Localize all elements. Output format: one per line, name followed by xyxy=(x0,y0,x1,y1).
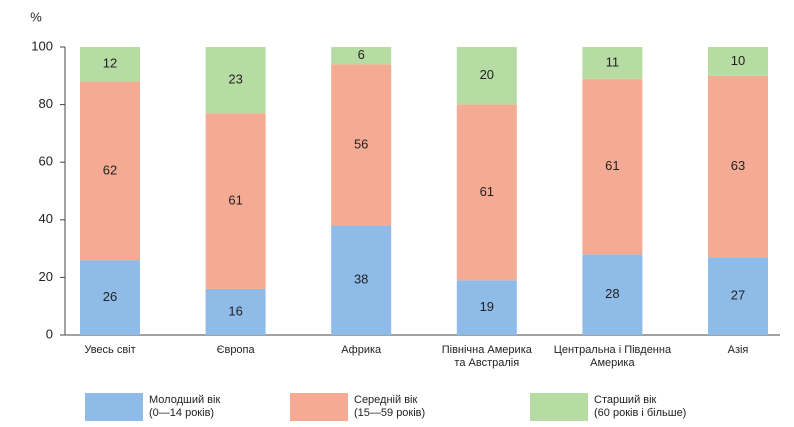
x-tick-label: Азія xyxy=(727,344,749,356)
data-label: 6 xyxy=(358,47,365,62)
bar-segment xyxy=(331,225,392,335)
data-label: 62 xyxy=(103,162,117,177)
data-label: 56 xyxy=(354,136,368,151)
bar-segment xyxy=(80,260,140,335)
bar-segment xyxy=(456,104,517,281)
bar-segment xyxy=(205,288,266,335)
bar-segment xyxy=(205,47,266,114)
legend-label: Середній вік (15—59 років) xyxy=(354,394,426,419)
data-label: 27 xyxy=(731,288,745,303)
x-tick-label: Африка xyxy=(341,344,382,356)
bar-segment xyxy=(205,113,266,289)
data-label: 16 xyxy=(228,303,242,318)
y-axis-label: % xyxy=(30,9,42,24)
bar-segment xyxy=(708,75,768,258)
data-label: 19 xyxy=(480,299,494,314)
data-label: 28 xyxy=(605,286,619,301)
legend-swatch xyxy=(530,393,588,421)
data-label: 61 xyxy=(480,184,494,199)
y-tick-label: 20 xyxy=(39,269,53,284)
legend-label: Молодший вік (0—14 років) xyxy=(149,394,221,419)
bar-segment xyxy=(331,47,392,65)
legend-label: Старший вік (60 років і більше) xyxy=(594,394,687,419)
data-label: 38 xyxy=(354,272,368,287)
y-tick-label: 100 xyxy=(31,38,53,53)
y-tick-label: 60 xyxy=(39,154,53,169)
y-tick-label: 80 xyxy=(39,96,53,111)
data-label: 12 xyxy=(103,56,117,71)
data-label: 61 xyxy=(228,193,242,208)
x-tick-label: Європа xyxy=(216,344,255,356)
data-label: 11 xyxy=(606,54,620,69)
data-label: 23 xyxy=(228,72,242,87)
x-tick-label: Центральна і Південна Америка xyxy=(553,344,672,369)
data-label: 10 xyxy=(731,53,745,68)
bar-segment xyxy=(582,254,643,335)
y-tick-label: 40 xyxy=(39,211,53,226)
data-label: 61 xyxy=(605,158,619,173)
data-label: 26 xyxy=(103,289,117,304)
bar-segment xyxy=(80,81,140,261)
x-tick-label: Північна Америка та Австралія xyxy=(441,344,532,369)
bar-segment xyxy=(582,47,643,79)
x-tick-label: Увесь світ xyxy=(84,344,136,356)
legend-swatch xyxy=(290,393,348,421)
bar-segment xyxy=(708,257,768,335)
bar-segment xyxy=(331,64,392,226)
bar-segment xyxy=(456,47,517,105)
data-label: 20 xyxy=(480,67,494,82)
y-tick-label: 0 xyxy=(46,326,53,341)
bar-segment xyxy=(582,78,643,255)
bar-segment xyxy=(708,47,768,76)
legend-swatch xyxy=(85,393,143,421)
bar-segment xyxy=(80,47,140,82)
bar-segment xyxy=(456,280,517,335)
data-label: 63 xyxy=(731,158,745,173)
